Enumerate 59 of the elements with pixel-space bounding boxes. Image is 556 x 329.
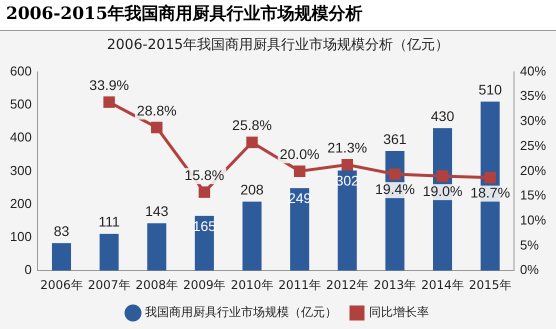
bar bbox=[147, 223, 166, 271]
x-tick-label: 2013年 bbox=[374, 278, 416, 292]
y2-tick-label: 35% bbox=[520, 88, 546, 104]
chart-subtitle: 2006-2015年我国商用厨具行业市场规模分析（亿元） bbox=[106, 37, 450, 54]
bar bbox=[100, 234, 119, 271]
y2-tick-label: 5% bbox=[520, 237, 540, 252]
data-label: 21.3% bbox=[327, 140, 368, 156]
point bbox=[436, 170, 448, 182]
data-label: 20.0% bbox=[280, 146, 320, 162]
y2-tick-label: 20% bbox=[520, 162, 546, 178]
data-label: 83 bbox=[54, 222, 70, 239]
x-tick-label: 2009年 bbox=[183, 278, 226, 292]
y2-tick-label: 15% bbox=[520, 188, 546, 203]
data-label: 143 bbox=[145, 203, 169, 220]
point bbox=[246, 136, 258, 148]
data-label: 19.4% bbox=[375, 181, 415, 198]
data-label: 33.9% bbox=[89, 76, 129, 93]
y-tick-label: 500 bbox=[10, 96, 32, 112]
x-tick-label: 2006年 bbox=[40, 278, 83, 292]
y-tick-label: 400 bbox=[10, 130, 32, 145]
legend-label: 同比增长率 bbox=[369, 305, 429, 320]
point bbox=[342, 158, 354, 170]
y2-tick-label: 40% bbox=[520, 63, 546, 78]
y-tick-label: 200 bbox=[10, 196, 32, 211]
y-tick-label: 0 bbox=[24, 262, 32, 278]
y2-tick-label: 0% bbox=[520, 262, 540, 278]
legend-label: 我国商用厨具行业市场规模（亿元） bbox=[145, 305, 337, 320]
x-tick-label: 2012年 bbox=[326, 278, 369, 292]
x-tick-label: 2008年 bbox=[135, 278, 178, 292]
point bbox=[484, 172, 496, 184]
data-label: 111 bbox=[98, 214, 120, 230]
y-tick-label: 100 bbox=[10, 229, 32, 244]
x-tick-label: 2010年 bbox=[230, 278, 274, 292]
y-tick-label: 600 bbox=[10, 63, 32, 78]
point bbox=[294, 165, 306, 177]
data-label: 208 bbox=[240, 182, 264, 198]
point bbox=[198, 186, 210, 198]
point bbox=[103, 96, 115, 108]
bar bbox=[52, 243, 72, 271]
y-tick-label: 300 bbox=[10, 162, 32, 178]
data-label: 430 bbox=[430, 108, 454, 124]
bar bbox=[242, 202, 262, 271]
data-label: 361 bbox=[383, 130, 407, 147]
x-tick-label: 2007年 bbox=[88, 278, 130, 292]
y2-tick-label: 25% bbox=[520, 138, 546, 153]
data-label: 510 bbox=[478, 81, 502, 98]
y2-tick-label: 10% bbox=[520, 212, 546, 228]
data-label: 19.0% bbox=[422, 183, 462, 200]
x-tick-label: 2015年 bbox=[468, 278, 512, 292]
point bbox=[389, 168, 401, 180]
data-label: 28.8% bbox=[136, 102, 177, 118]
x-tick-label: 2014年 bbox=[421, 278, 464, 292]
chart-title: 2006-2015年我国商用厨具行业市场规模分析 bbox=[0, 0, 556, 31]
data-label: 25.8% bbox=[232, 117, 272, 134]
x-tick-label: 2011年 bbox=[278, 278, 321, 292]
point bbox=[151, 122, 163, 134]
data-label: 15.8% bbox=[184, 166, 224, 183]
data-label: 18.7% bbox=[470, 184, 510, 201]
y2-tick-label: 30% bbox=[520, 113, 546, 128]
